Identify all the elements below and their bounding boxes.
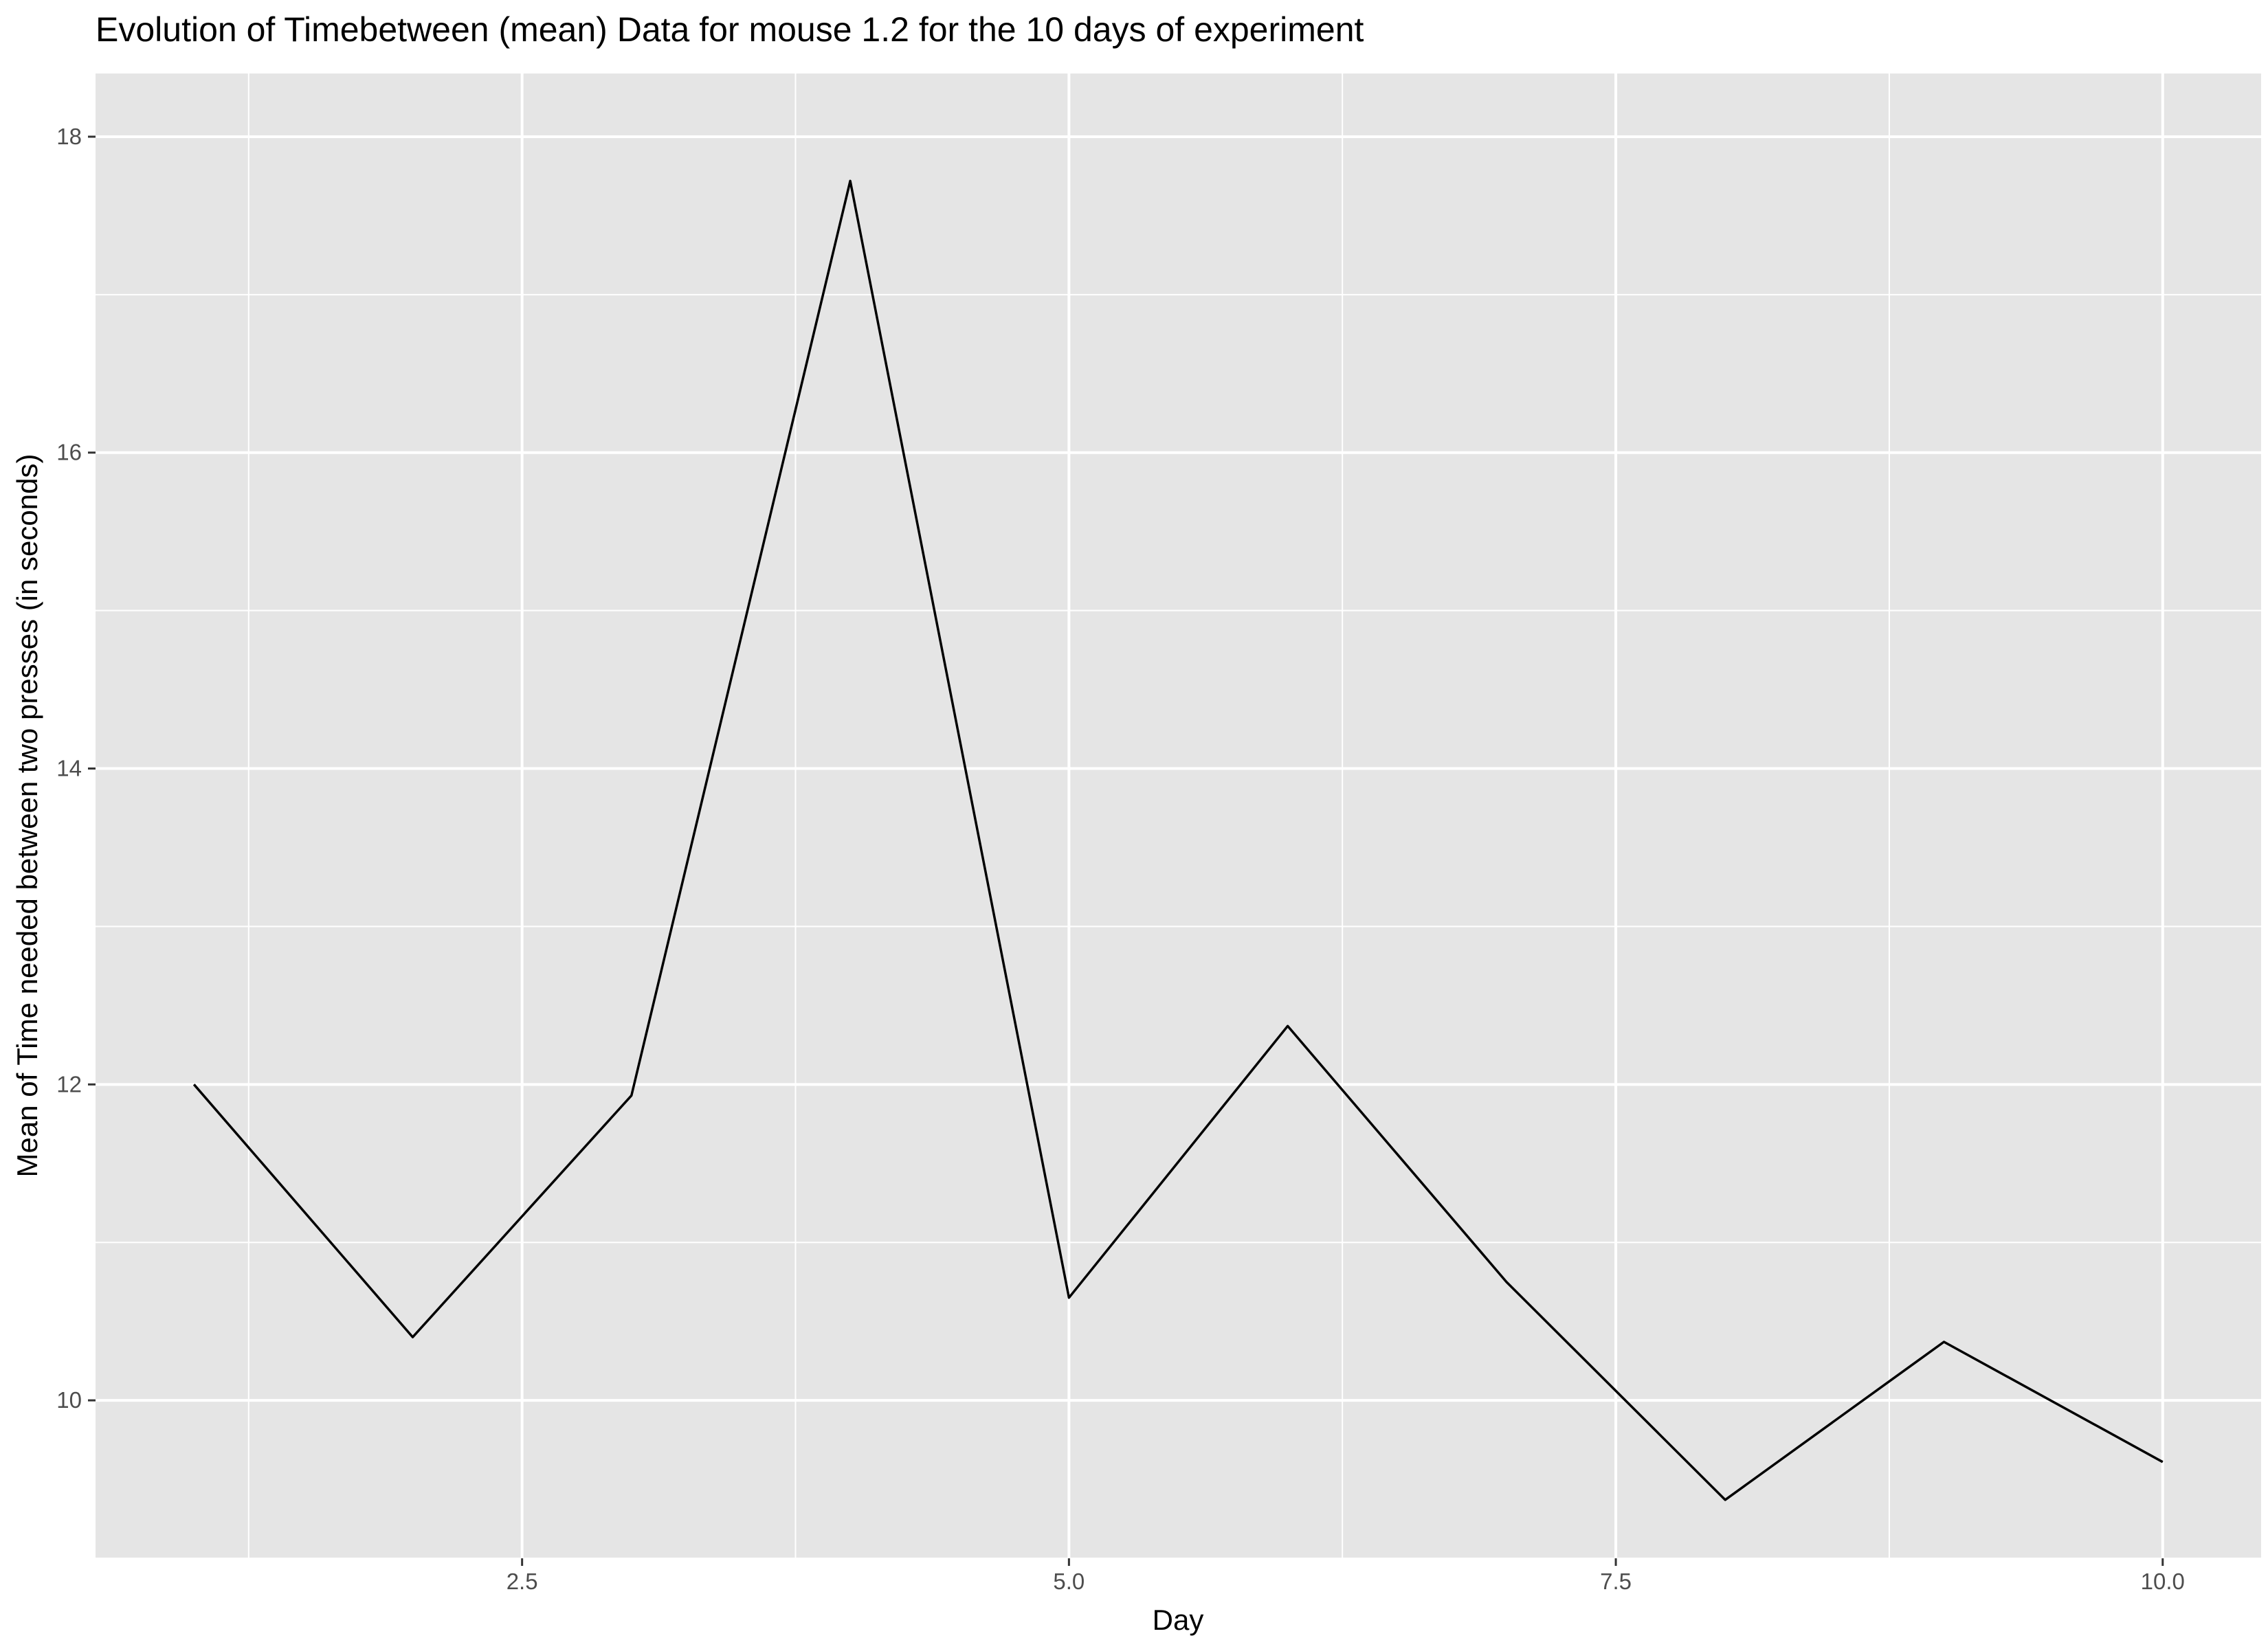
x-tick-label: 7.5 <box>1600 1569 1632 1594</box>
x-tick-label: 5.0 <box>1053 1569 1085 1594</box>
series-layer <box>192 179 2164 1501</box>
x-axis: 2.5 5.0 7.5 10.0 <box>507 1558 2185 1594</box>
minor-gridlines <box>96 74 2261 1559</box>
x-axis-title: Day <box>1153 1604 1204 1636</box>
plot-panel <box>96 74 2261 1558</box>
y-tick-label: 12 <box>56 1071 82 1097</box>
y-tick-label: 10 <box>56 1387 82 1413</box>
chart-title: Evolution of Timebetween (mean) Data for… <box>96 10 1364 49</box>
y-tick-label: 14 <box>56 756 82 781</box>
major-gridlines <box>96 74 2261 1558</box>
y-tick-label: 16 <box>56 440 82 465</box>
y-axis-title: Mean of Time needed between two presses … <box>11 454 43 1178</box>
x-tick-label: 2.5 <box>507 1569 538 1594</box>
y-tick-label: 18 <box>56 124 82 149</box>
x-tick-label: 10.0 <box>2141 1569 2185 1594</box>
y-axis: 10 12 14 16 18 <box>56 124 96 1413</box>
series-line <box>192 179 2164 1501</box>
